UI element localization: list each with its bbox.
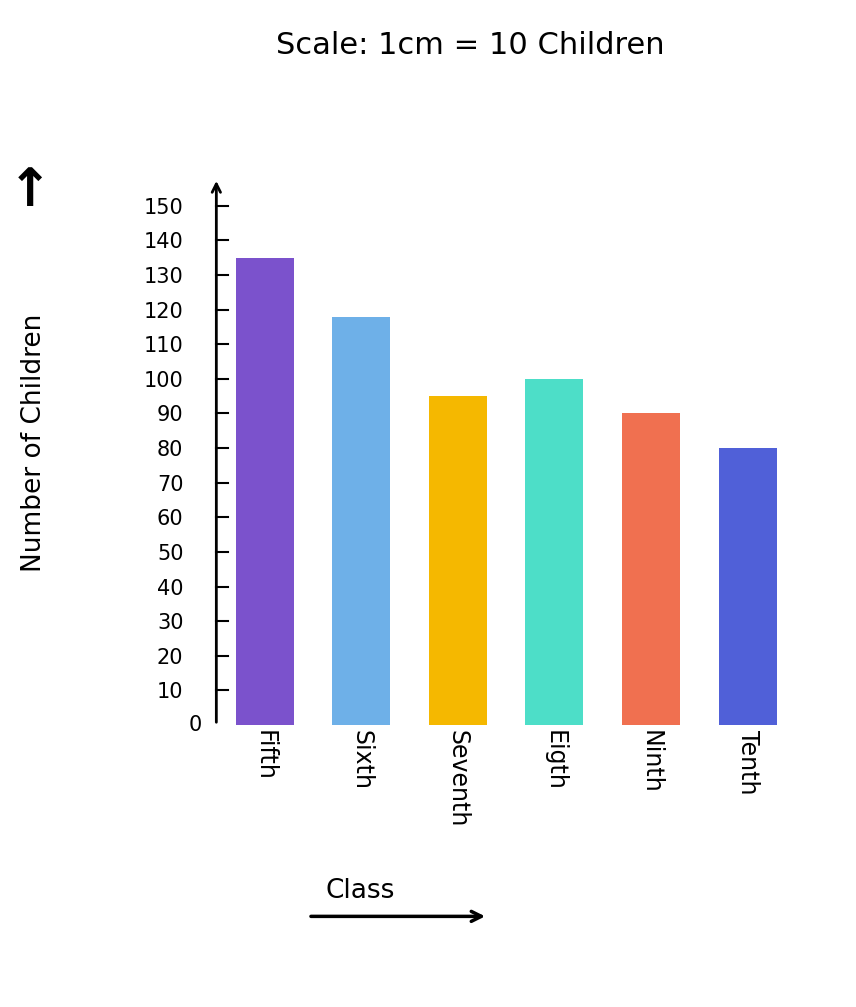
Bar bbox=[429, 396, 487, 725]
Bar bbox=[332, 316, 390, 725]
Bar bbox=[719, 448, 776, 725]
Text: ↑: ↑ bbox=[8, 165, 52, 218]
Text: 0: 0 bbox=[188, 715, 202, 735]
Bar bbox=[526, 379, 584, 725]
Text: Scale: 1cm = 10 Children: Scale: 1cm = 10 Children bbox=[276, 31, 665, 59]
Text: Number of Children: Number of Children bbox=[21, 314, 47, 572]
Text: Class: Class bbox=[325, 878, 395, 904]
Bar bbox=[622, 414, 680, 725]
Bar bbox=[235, 258, 294, 725]
